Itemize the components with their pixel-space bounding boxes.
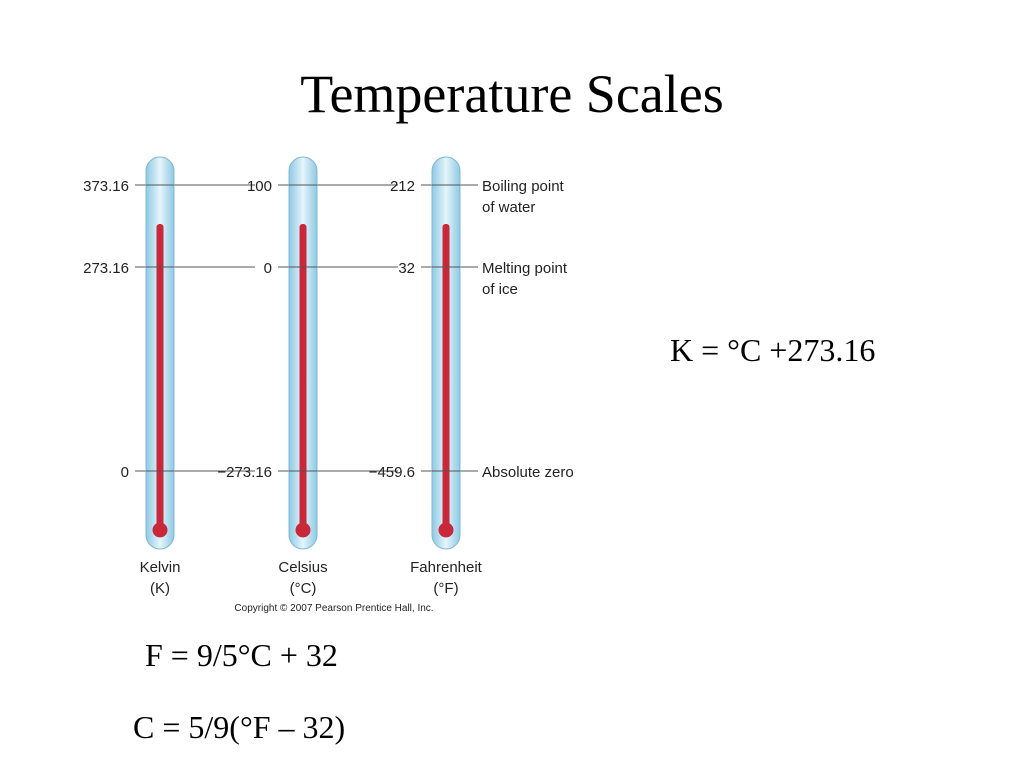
mercury-bulb: [438, 522, 454, 538]
reading-label: 0: [121, 464, 129, 481]
reference-label: of water: [482, 199, 535, 216]
mercury-column: [442, 224, 450, 530]
formula: C = 5/9(°F – 32): [133, 709, 345, 745]
reading-label: 100: [247, 178, 272, 195]
reference-label: Absolute zero: [482, 464, 574, 481]
reference-label: of ice: [482, 281, 518, 298]
reading-label: −273.16: [217, 464, 272, 481]
reference-label: Melting point: [482, 260, 568, 277]
copyright: Copyright © 2007 Pearson Prentice Hall, …: [234, 603, 433, 614]
scale-name: Celsius: [278, 559, 327, 576]
reference-label: Boiling point: [482, 178, 565, 195]
reading-label: 273.16: [83, 260, 129, 277]
scale-unit: (°C): [290, 580, 317, 597]
mercury-column: [299, 224, 307, 530]
mercury-column: [156, 224, 164, 530]
mercury-bulb: [295, 522, 311, 538]
formula: F = 9/5°C + 32: [145, 637, 338, 673]
thermometer-diagram: 373.16 273.16 0 Kelvin (K) 100 0 −273.16 Celsius…: [83, 156, 574, 597]
scale-unit: (°F): [433, 580, 458, 597]
reading-label: 373.16: [83, 178, 129, 195]
reading-label: 0: [264, 260, 272, 277]
scale-name: Fahrenheit: [410, 559, 483, 576]
reading-label: 32: [398, 260, 415, 277]
formula: K = °C +273.16: [670, 332, 875, 368]
slide-title: Temperature Scales: [300, 64, 724, 124]
reading-label: 212: [390, 178, 415, 195]
scale-name: Kelvin: [140, 559, 181, 576]
mercury-bulb: [152, 522, 168, 538]
scale-unit: (K): [150, 580, 170, 597]
reading-label: −459.6: [369, 464, 415, 481]
